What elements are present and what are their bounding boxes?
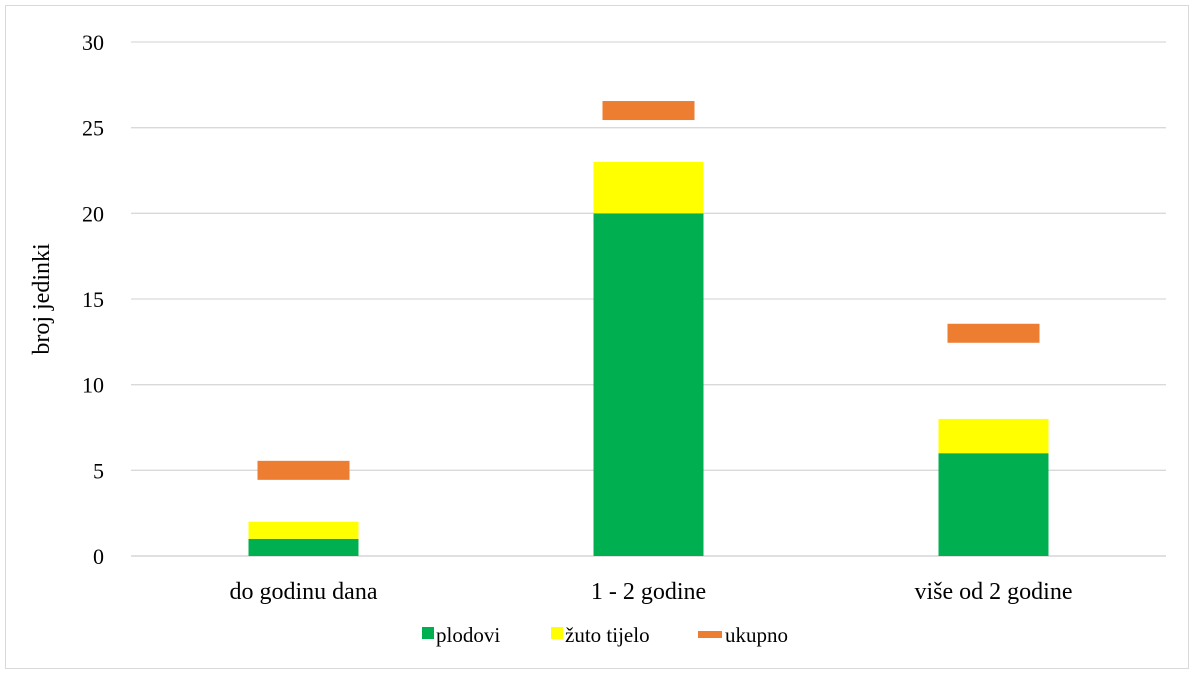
legend-label: žuto tijelo: [565, 623, 650, 647]
bar-žuto-tijelo: [248, 521, 359, 539]
legend-label: plodovi: [436, 623, 500, 647]
legend-swatch: [698, 631, 722, 638]
x-category-label: više od 2 godine: [915, 579, 1073, 605]
y-tick-label: 20: [82, 201, 104, 226]
legend: plodovi žuto tijelo ukupno: [422, 623, 788, 647]
x-category-labels: do godinu dana 1 - 2 godine više od 2 godi…: [230, 579, 1073, 605]
y-tick-label: 0: [93, 544, 104, 569]
y-tick-label: 5: [93, 458, 104, 483]
y-tick-label: 30: [82, 30, 104, 55]
bar-plodovi: [248, 538, 359, 556]
x-category-label: 1 - 2 godine: [591, 579, 706, 605]
bars: [248, 101, 1049, 557]
marker-ukupno: [257, 460, 350, 480]
legend-label: ukupno: [725, 623, 788, 647]
y-tick-label: 25: [82, 116, 104, 141]
bar-plodovi: [938, 453, 1049, 556]
marker-ukupno: [602, 101, 695, 121]
bar-žuto-tijelo: [593, 161, 704, 214]
y-tick-label: 15: [82, 287, 104, 312]
bar-plodovi: [593, 213, 704, 557]
chart-frame: 0 5 10 15 20 25 30 broj jedinki do godinu dana…: [5, 5, 1189, 669]
y-axis-title: broj jedinki: [29, 243, 55, 355]
marker-ukupno: [947, 323, 1040, 343]
x-category-label: do godinu dana: [230, 579, 378, 605]
legend-swatch: [551, 627, 563, 639]
bar-žuto-tijelo: [938, 418, 1049, 454]
y-tick-labels: 0 5 10 15 20 25 30: [82, 30, 104, 569]
y-tick-label: 10: [82, 373, 104, 398]
legend-swatch: [422, 627, 434, 639]
chart: 0 5 10 15 20 25 30 broj jedinki do godinu dana…: [29, 30, 1166, 647]
